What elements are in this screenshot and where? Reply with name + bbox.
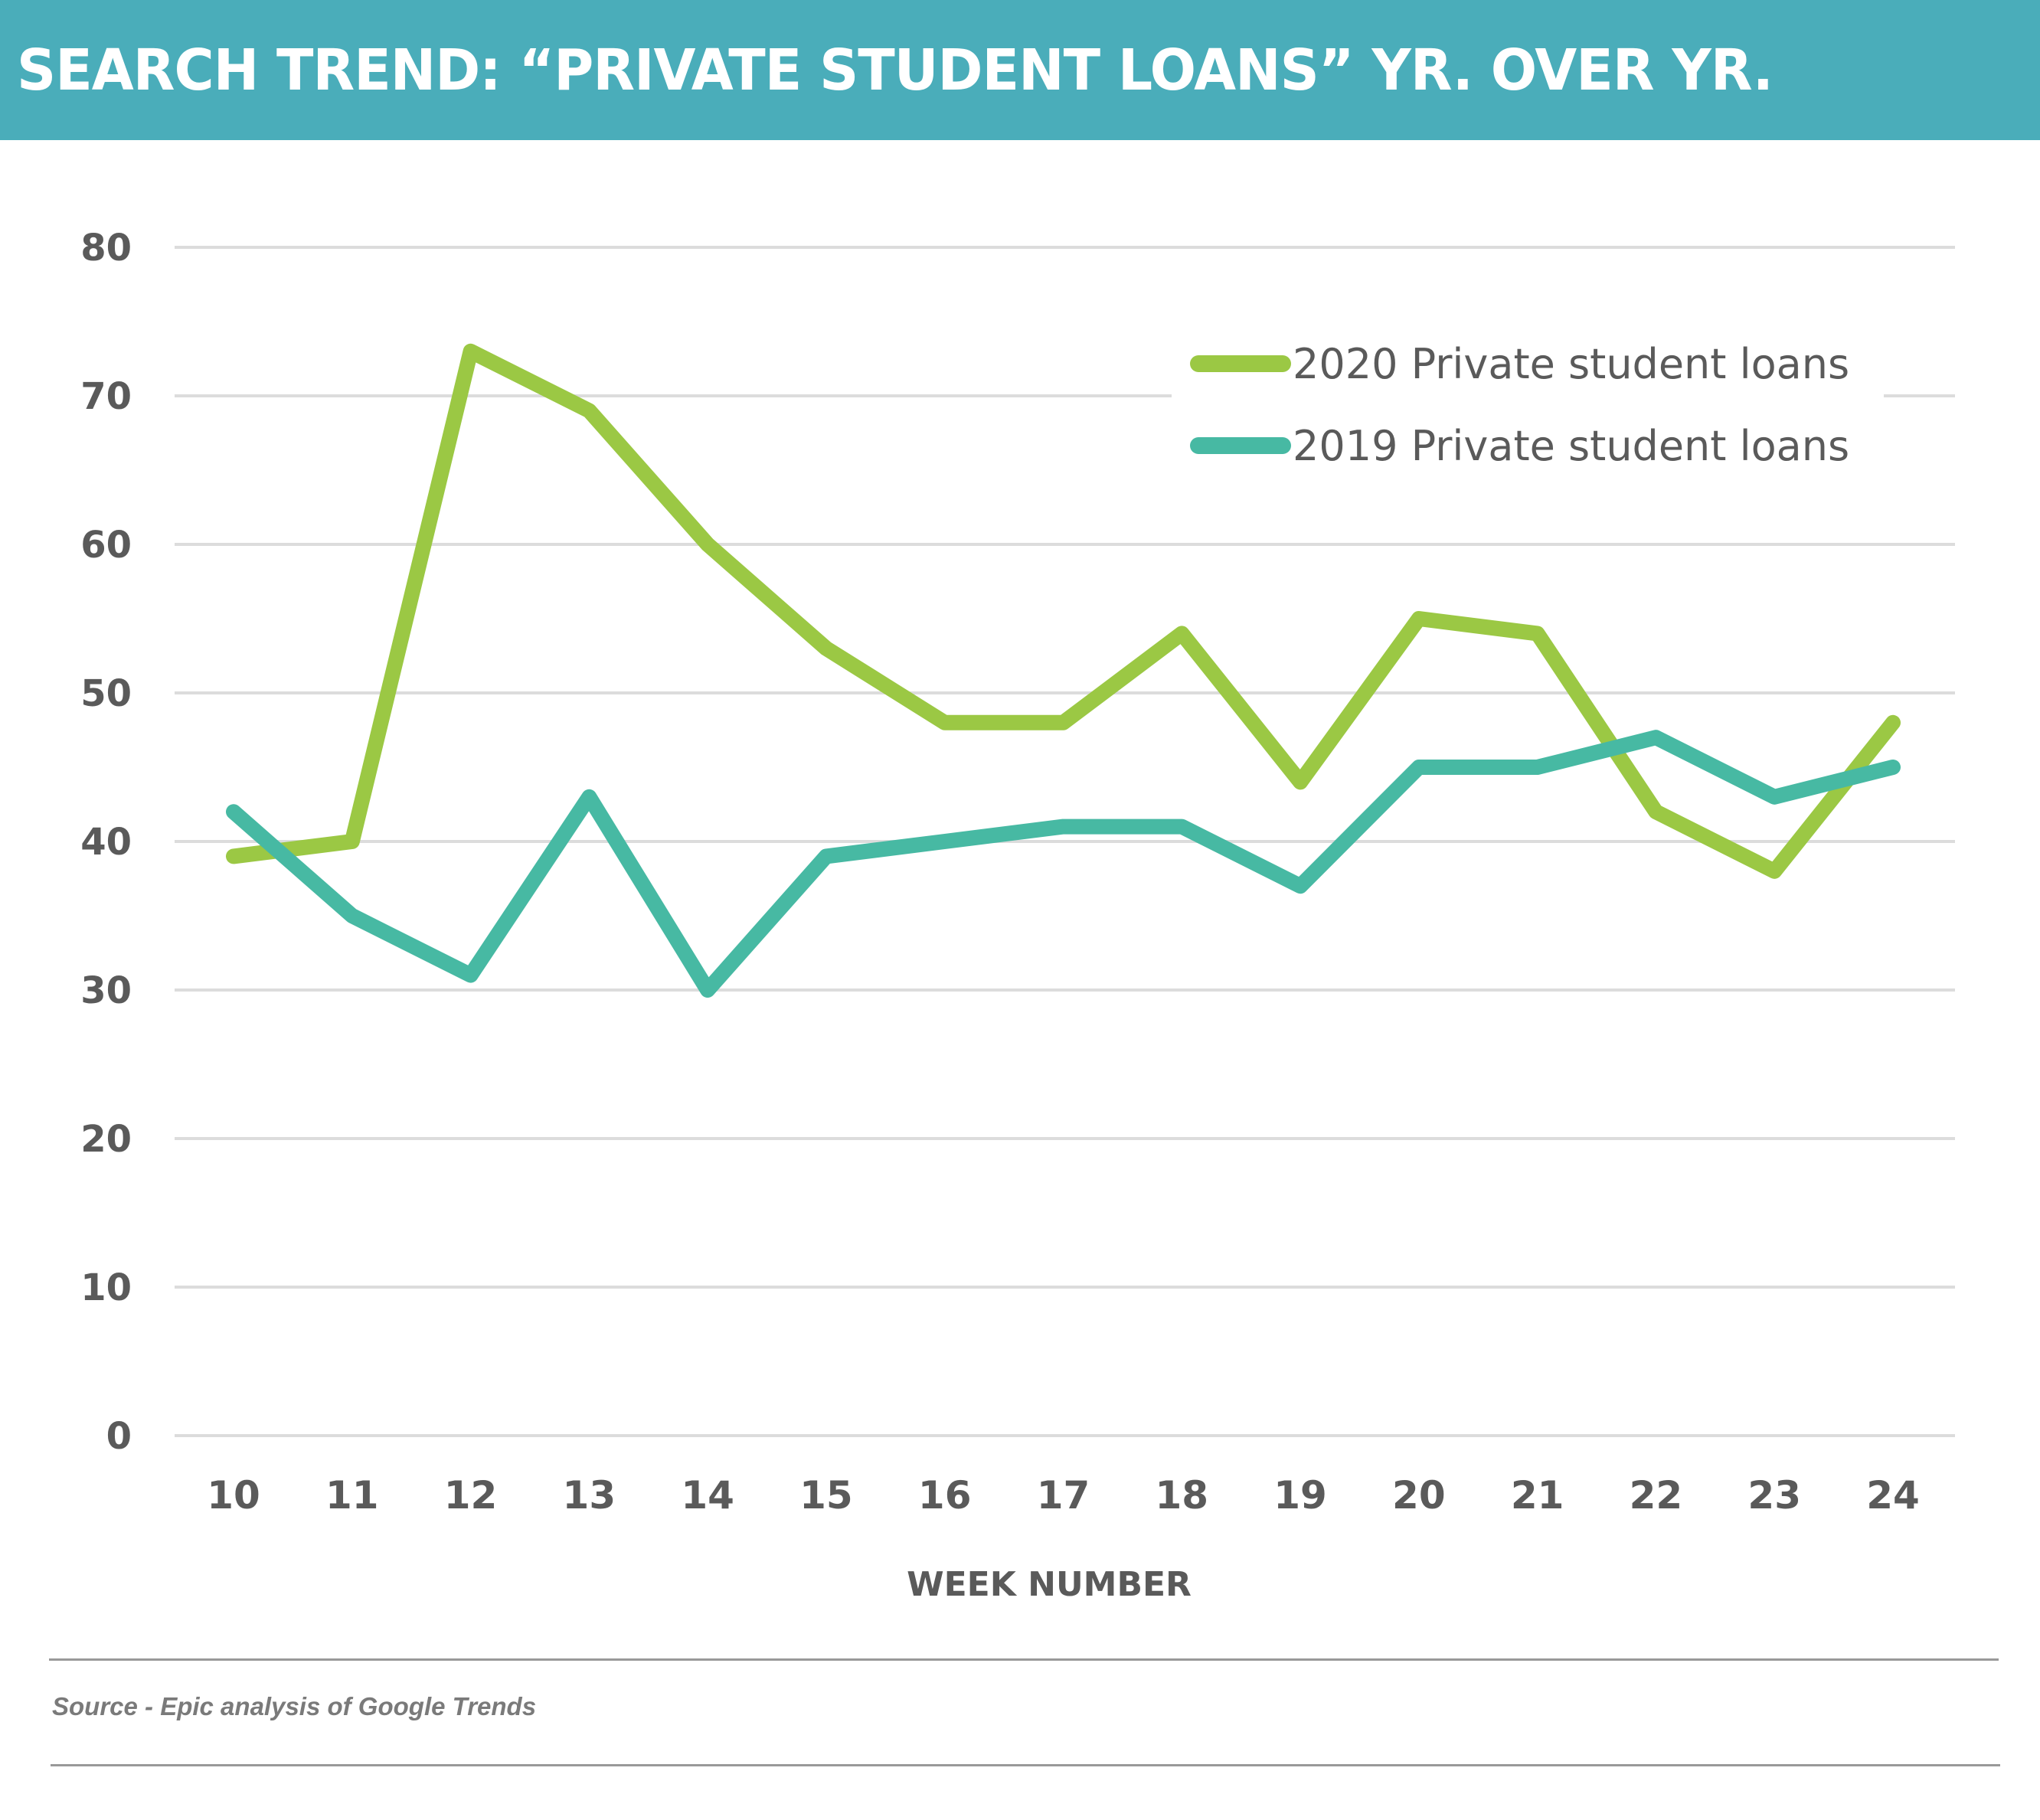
y-tick-label: 80 [80, 227, 132, 270]
y-tick-label: 50 [80, 672, 132, 715]
x-tick-label: 11 [325, 1473, 379, 1518]
x-tick-label: 15 [799, 1473, 853, 1518]
footer-divider-top [49, 1658, 1999, 1661]
x-tick-label: 20 [1392, 1473, 1446, 1518]
y-tick-label: 40 [80, 821, 132, 864]
y-tick-label: 10 [80, 1266, 132, 1309]
source-note: Source - Epic analysis of Google Trends [52, 1692, 537, 1720]
x-tick-label: 22 [1630, 1473, 1683, 1518]
x-tick-label: 17 [1037, 1473, 1090, 1518]
x-tick-label: 14 [681, 1473, 734, 1518]
series-line-2019 [226, 730, 1901, 998]
y-tick-label: 20 [80, 1118, 132, 1161]
y-tick-label: 30 [80, 969, 132, 1012]
legend-label-2019: 2019 Private student loans [1293, 422, 1849, 470]
legend-label-2020: 2020 Private student loans [1293, 340, 1849, 388]
y-axis-ticks: 80 70 60 50 40 30 20 10 0 [80, 227, 132, 1458]
x-tick-label: 10 [207, 1473, 260, 1518]
y-tick-label: 70 [80, 375, 132, 418]
legend: 2020 Private student loans 2019 Private … [1172, 329, 1884, 482]
x-tick-label: 18 [1155, 1473, 1208, 1518]
chart-title: SEARCH TREND: “PRIVATE STUDENT LOANS” YR… [17, 37, 1774, 103]
footer-divider-bottom [51, 1764, 2000, 1766]
x-tick-label: 16 [918, 1473, 972, 1518]
y-tick-label: 0 [106, 1415, 132, 1458]
x-axis-title: WEEK NUMBER [907, 1565, 1192, 1604]
x-tick-label: 19 [1273, 1473, 1327, 1518]
x-axis-ticks: 10 11 12 13 14 15 16 17 18 19 20 21 22 23 24 [207, 1473, 1920, 1518]
x-tick-label: 13 [563, 1473, 616, 1518]
x-tick-label: 12 [444, 1473, 498, 1518]
data-series [226, 343, 1901, 998]
x-tick-label: 24 [1866, 1473, 1920, 1518]
title-banner: SEARCH TREND: “PRIVATE STUDENT LOANS” YR… [0, 0, 2040, 140]
y-tick-label: 60 [80, 524, 132, 567]
legend-background [1172, 329, 1884, 482]
x-tick-label: 23 [1747, 1473, 1801, 1518]
x-tick-label: 21 [1511, 1473, 1564, 1518]
